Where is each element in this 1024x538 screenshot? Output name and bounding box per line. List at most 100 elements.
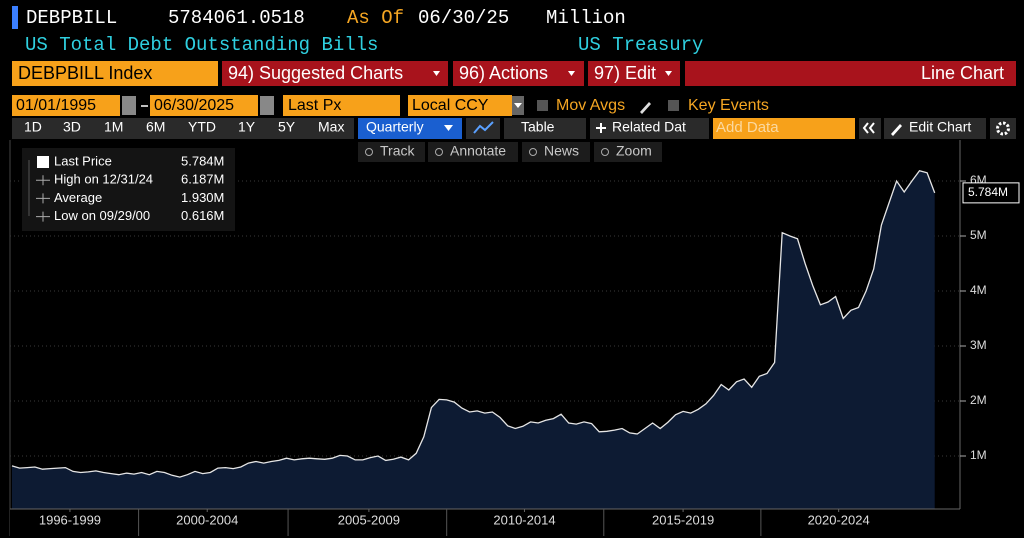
toggle-label[interactable]: Key Events [688, 97, 769, 114]
legend-icon [36, 193, 50, 204]
line [11, 169, 936, 478]
pencil-icon [640, 102, 651, 114]
ticker-marker [12, 6, 18, 29]
edit-chart[interactable]: Edit Chart [909, 119, 971, 135]
menu-label[interactable]: 94) Suggested Charts [228, 63, 403, 83]
menu-button[interactable] [588, 61, 680, 86]
period-button[interactable]: 1Y [238, 119, 256, 135]
end-date[interactable]: 06/30/2025 [154, 97, 234, 114]
plus-icon [596, 123, 606, 133]
collapse-icon [862, 122, 875, 134]
y-tick-label: 5M [970, 228, 987, 242]
tool-label[interactable]: News [544, 143, 579, 159]
price: 5784061.0518 [168, 7, 305, 29]
x-tick-label: 2005-2009 [338, 512, 400, 527]
currency[interactable]: Local CCY [412, 97, 489, 114]
tool-button[interactable] [594, 142, 662, 162]
y-tick-label: 3M [970, 338, 987, 352]
dropdown-icon [665, 71, 672, 76]
dropdown-icon [568, 71, 575, 76]
chart-kind-bar [685, 61, 1016, 86]
period-button[interactable]: Max [318, 119, 344, 135]
menu-button[interactable] [222, 61, 448, 86]
checkbox[interactable] [668, 100, 679, 111]
tool-icon [529, 148, 537, 156]
legend-swatch [37, 156, 49, 168]
x-tick-label: 1996-1999 [39, 512, 101, 527]
as-of-label: As Of [347, 7, 404, 29]
last-price-label: 5.784M [968, 185, 1008, 199]
field-input[interactable] [283, 95, 400, 116]
x-axis-band [10, 509, 960, 536]
source: US Treasury [578, 34, 703, 56]
gear-icon [996, 121, 1010, 136]
table-tab[interactable]: Table [521, 119, 555, 135]
y-tick-label: 2M [970, 393, 987, 407]
tool-label[interactable]: Track [380, 143, 415, 159]
tool-label[interactable]: Zoom [616, 143, 652, 159]
tool-button[interactable] [522, 142, 590, 162]
period-button[interactable]: 1M [104, 119, 123, 135]
calendar-icon[interactable] [260, 96, 274, 115]
period-button[interactable]: 1D [24, 119, 42, 135]
ticker: DEBPBILL [26, 7, 117, 29]
y-tick-label: 1M [970, 448, 987, 462]
tool-button[interactable] [428, 142, 518, 162]
dropdown-icon [514, 103, 522, 108]
x-tick-label: 2010-2014 [493, 512, 555, 527]
menu-label[interactable]: 97) Edit [594, 63, 656, 83]
x-tick-label: 2000-2004 [176, 512, 238, 527]
settings-button[interactable] [990, 118, 1016, 139]
pencil-icon [891, 124, 902, 136]
frequency[interactable]: Quarterly [366, 119, 424, 135]
add-data[interactable]: Add Data [716, 119, 779, 136]
period-button[interactable]: 6M [146, 119, 165, 135]
menu-button[interactable] [453, 61, 584, 86]
currency-input[interactable] [408, 95, 512, 116]
legend-label: Low on 09/29/00 [54, 208, 150, 223]
tool-icon [365, 148, 373, 156]
legend-box [22, 148, 235, 231]
y-tick-label: 4M [970, 283, 987, 297]
related-button[interactable] [590, 118, 709, 139]
tool-icon [601, 148, 609, 156]
checkbox[interactable] [537, 100, 548, 111]
security[interactable]: DEBPBILL Index [18, 63, 152, 83]
add-data-input[interactable] [713, 118, 855, 139]
start-date[interactable]: 01/01/1995 [16, 97, 96, 114]
toggle-label[interactable]: Mov Avgs [556, 97, 625, 114]
related-tab[interactable]: Related Dat [612, 119, 686, 135]
last-price-callout [962, 182, 1020, 204]
dropdown-icon [444, 125, 453, 131]
as-of-date: 06/30/25 [418, 7, 509, 29]
chart-icon [473, 121, 494, 134]
period-button[interactable]: 5Y [278, 119, 296, 135]
period-strip [12, 118, 354, 139]
table-button[interactable] [504, 118, 586, 139]
x-tick-label: 2020-2024 [808, 512, 870, 527]
legend-value: 0.616M [181, 208, 224, 223]
security-box[interactable] [12, 61, 218, 86]
period-button[interactable]: YTD [188, 119, 216, 135]
chart-kind: Line Chart [921, 63, 1004, 83]
legend-icon [36, 175, 50, 186]
legend-label: Last Price [54, 153, 112, 168]
tool-icon [435, 148, 443, 156]
tool-label[interactable]: Annotate [450, 143, 506, 159]
unit: Million [546, 7, 626, 29]
end-date-input[interactable] [150, 95, 258, 116]
legend-label: High on 12/31/24 [54, 172, 153, 187]
legend-label: Average [54, 190, 102, 205]
field[interactable]: Last Px [288, 97, 341, 114]
period-button[interactable]: 3D [63, 119, 81, 135]
dropdown-icon [433, 71, 440, 76]
legend-icon [36, 211, 50, 222]
legend-value: 1.930M [181, 190, 224, 205]
edit-chart-button[interactable] [884, 118, 986, 139]
tool-button[interactable] [358, 142, 425, 162]
menu-label[interactable]: 96) Actions [459, 63, 548, 83]
calendar-icon[interactable] [122, 96, 136, 115]
start-date-input[interactable] [12, 95, 120, 116]
frequency-button[interactable] [358, 118, 462, 139]
